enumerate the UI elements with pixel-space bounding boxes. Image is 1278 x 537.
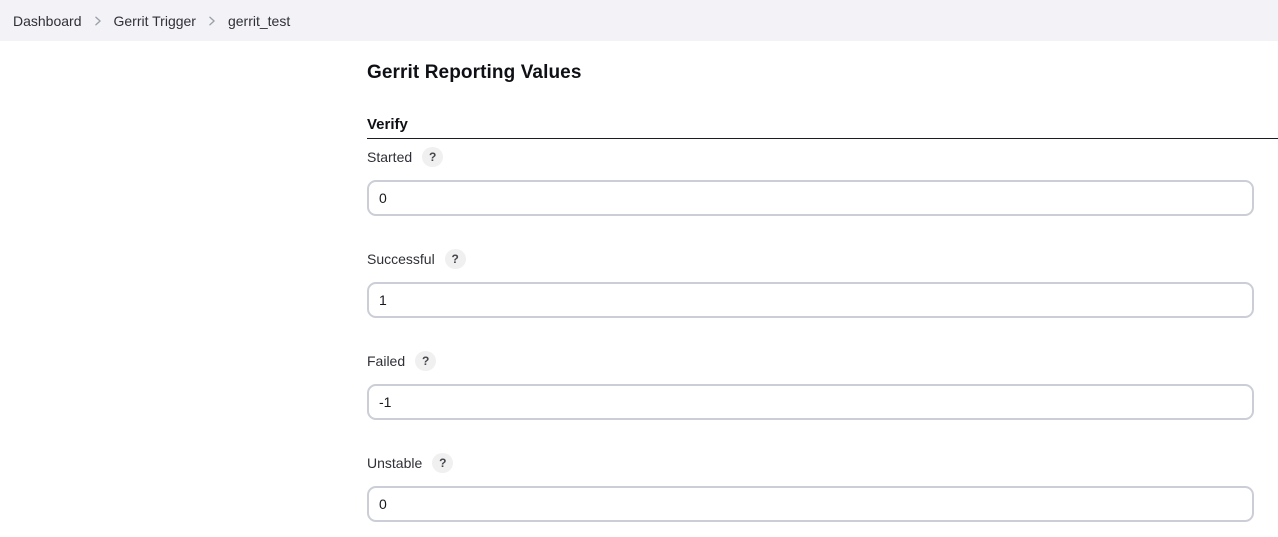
section-title-verify: Verify <box>367 116 1278 140</box>
chevron-right-icon <box>208 16 216 26</box>
help-icon[interactable]: ? <box>444 249 466 270</box>
breadcrumb-item-gerrit-trigger[interactable]: Gerrit Trigger <box>113 12 196 29</box>
started-input[interactable] <box>367 180 1254 217</box>
unstable-input[interactable] <box>367 486 1254 523</box>
field-started: Started ? <box>367 147 1278 217</box>
help-icon[interactable]: ? <box>432 453 454 474</box>
main-content: Gerrit Reporting Values Verify Started ?… <box>367 41 1278 523</box>
field-label-row: Unstable ? <box>367 453 1278 474</box>
field-unstable: Unstable ? <box>367 453 1278 523</box>
breadcrumb-item-dashboard[interactable]: Dashboard <box>13 12 82 29</box>
field-label-row: Successful ? <box>367 249 1278 270</box>
successful-input[interactable] <box>367 282 1254 319</box>
chevron-right-icon <box>94 16 102 26</box>
field-label-successful: Successful <box>367 251 435 268</box>
breadcrumb: Dashboard Gerrit Trigger gerrit_test <box>0 0 1278 41</box>
field-label-unstable: Unstable <box>367 455 423 472</box>
help-icon[interactable]: ? <box>415 351 437 372</box>
field-successful: Successful ? <box>367 249 1278 319</box>
breadcrumb-item-gerrit-test[interactable]: gerrit_test <box>227 12 291 29</box>
field-label-row: Failed ? <box>367 351 1278 372</box>
page-title: Gerrit Reporting Values <box>367 62 582 83</box>
help-icon[interactable]: ? <box>422 147 444 168</box>
field-label-failed: Failed <box>367 353 406 370</box>
field-label-started: Started <box>367 149 413 166</box>
field-label-row: Started ? <box>367 147 1278 168</box>
section-verify: Verify Started ? Successful ? Failed ? <box>367 116 1278 523</box>
field-failed: Failed ? <box>367 351 1278 421</box>
failed-input[interactable] <box>367 384 1254 421</box>
